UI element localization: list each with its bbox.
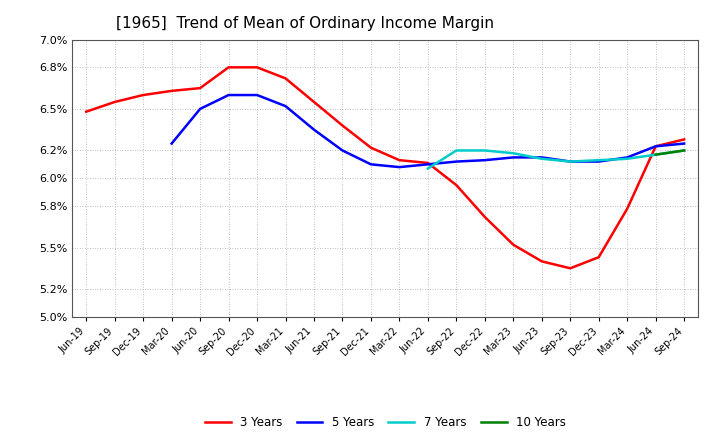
3 Years xyxy=(225,65,233,70)
5 Years xyxy=(423,162,432,167)
5 Years xyxy=(167,141,176,146)
5 Years xyxy=(623,155,631,160)
3 Years xyxy=(566,266,575,271)
3 Years xyxy=(253,65,261,70)
3 Years xyxy=(282,76,290,81)
3 Years xyxy=(139,92,148,98)
7 Years xyxy=(680,148,688,153)
3 Years xyxy=(623,206,631,211)
5 Years xyxy=(196,106,204,112)
7 Years xyxy=(509,150,518,156)
5 Years xyxy=(225,92,233,98)
3 Years xyxy=(680,137,688,142)
5 Years xyxy=(652,144,660,149)
7 Years xyxy=(480,148,489,153)
Legend: 3 Years, 5 Years, 7 Years, 10 Years: 3 Years, 5 Years, 7 Years, 10 Years xyxy=(200,411,570,434)
3 Years xyxy=(652,144,660,149)
5 Years xyxy=(395,165,404,170)
5 Years xyxy=(253,92,261,98)
3 Years xyxy=(537,259,546,264)
3 Years xyxy=(196,85,204,91)
5 Years xyxy=(480,158,489,163)
Line: 7 Years: 7 Years xyxy=(428,150,684,169)
3 Years xyxy=(423,160,432,165)
Line: 5 Years: 5 Years xyxy=(171,95,684,167)
7 Years xyxy=(566,159,575,164)
5 Years xyxy=(537,155,546,160)
5 Years xyxy=(566,159,575,164)
3 Years xyxy=(167,88,176,94)
5 Years xyxy=(282,103,290,109)
7 Years xyxy=(595,158,603,163)
5 Years xyxy=(452,159,461,164)
5 Years xyxy=(595,159,603,164)
3 Years xyxy=(82,109,91,114)
5 Years xyxy=(509,155,518,160)
3 Years xyxy=(452,183,461,188)
10 Years xyxy=(680,148,688,153)
3 Years xyxy=(480,214,489,220)
3 Years xyxy=(509,242,518,247)
5 Years xyxy=(366,162,375,167)
7 Years xyxy=(537,156,546,161)
7 Years xyxy=(423,166,432,171)
3 Years xyxy=(110,99,119,105)
3 Years xyxy=(595,255,603,260)
7 Years xyxy=(652,152,660,157)
Text: [1965]  Trend of Mean of Ordinary Income Margin: [1965] Trend of Mean of Ordinary Income … xyxy=(116,16,494,32)
5 Years xyxy=(310,127,318,132)
3 Years xyxy=(395,158,404,163)
3 Years xyxy=(366,145,375,150)
Line: 3 Years: 3 Years xyxy=(86,67,684,268)
5 Years xyxy=(338,148,347,153)
10 Years xyxy=(652,152,660,157)
3 Years xyxy=(338,123,347,128)
3 Years xyxy=(310,99,318,105)
5 Years xyxy=(680,141,688,146)
7 Years xyxy=(623,156,631,161)
7 Years xyxy=(452,148,461,153)
Line: 10 Years: 10 Years xyxy=(656,150,684,154)
